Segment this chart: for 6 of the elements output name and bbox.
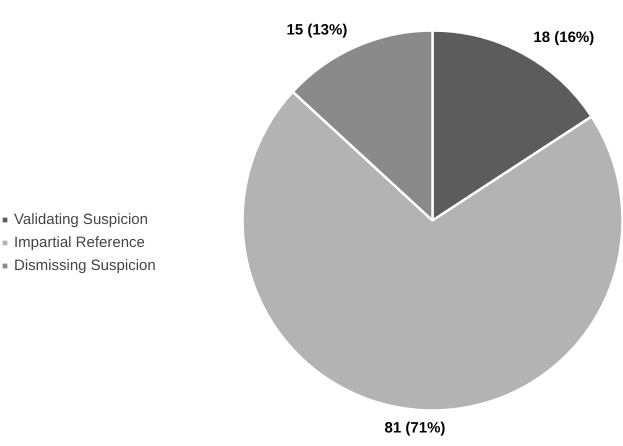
legend-label: Validating Suspicion [14, 211, 148, 228]
data-label: 18 (16%) [533, 29, 594, 46]
legend-label: Dismissing Suspicion [14, 257, 156, 274]
data-label: 15 (13%) [286, 22, 348, 39]
data-label: 81 (71%) [384, 419, 446, 436]
legend-label: Impartial Reference [14, 234, 145, 251]
